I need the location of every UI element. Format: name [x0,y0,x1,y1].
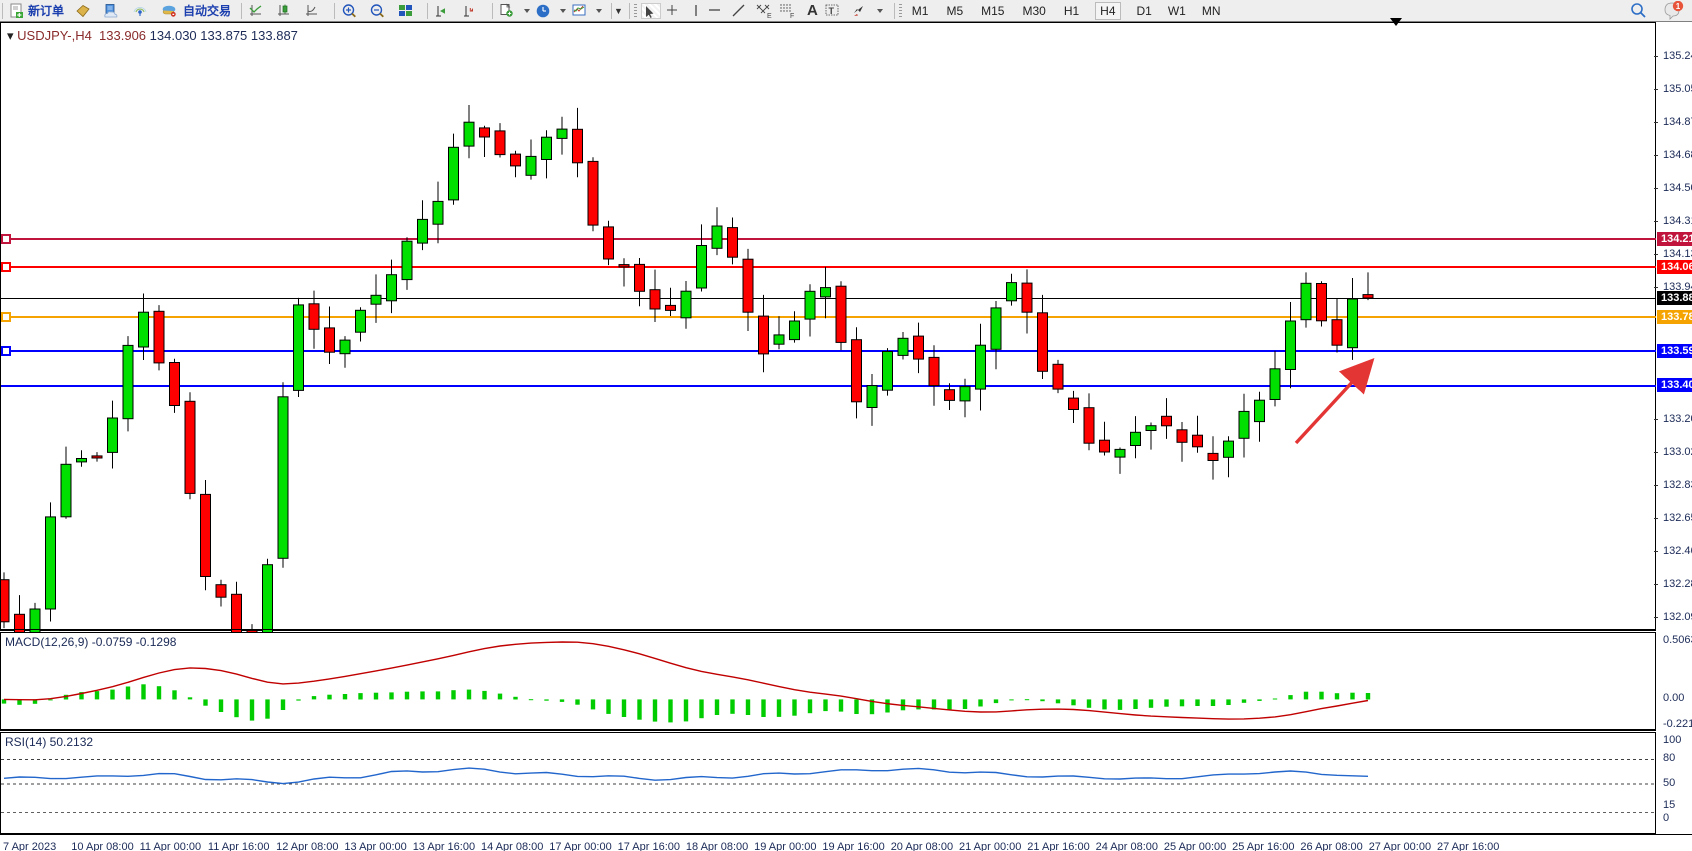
svg-text:T: T [828,6,834,16]
svg-text:E: E [767,13,772,19]
svg-text:F: F [790,13,794,19]
svg-text:1: 1 [1676,2,1681,11]
